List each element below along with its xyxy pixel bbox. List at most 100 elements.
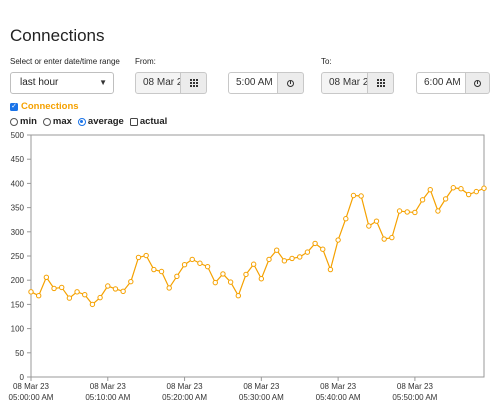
data-point[interactable] <box>465 191 472 198</box>
data-point[interactable] <box>396 208 403 214</box>
data-point[interactable] <box>450 185 456 191</box>
chevron-down-icon: ▼ <box>99 78 107 87</box>
data-point[interactable] <box>281 258 288 264</box>
from-date-input[interactable]: 08 Mar 2 <box>135 72 181 94</box>
data-point[interactable] <box>112 286 119 292</box>
data-point[interactable] <box>158 268 165 275</box>
x-tick-label-date: 08 Mar 23 <box>167 382 204 391</box>
data-point[interactable] <box>189 256 195 263</box>
data-point[interactable] <box>59 284 65 291</box>
data-point[interactable] <box>273 247 280 253</box>
data-point[interactable] <box>35 292 42 299</box>
data-point[interactable] <box>320 246 326 252</box>
data-point[interactable] <box>135 254 142 261</box>
data-point[interactable] <box>481 185 487 191</box>
to-date-input[interactable]: 08 Mar 2 <box>321 72 368 94</box>
data-point[interactable] <box>435 208 441 214</box>
data-point[interactable] <box>427 186 433 193</box>
plot-area <box>30 134 485 378</box>
data-point[interactable] <box>412 209 418 216</box>
to-date-picker-button[interactable] <box>368 72 394 94</box>
range-select-value: last hour <box>20 77 59 88</box>
data-point[interactable] <box>304 249 311 255</box>
data-point[interactable] <box>297 254 303 260</box>
data-point[interactable] <box>166 285 172 291</box>
average-radio[interactable] <box>77 117 86 126</box>
data-point[interactable] <box>327 266 334 273</box>
y-tick-label: 300 <box>11 228 25 237</box>
from-time-input[interactable]: 5:00 AM <box>228 72 278 94</box>
y-tick-label: 50 <box>15 349 24 358</box>
from-date-picker-button[interactable] <box>181 72 207 94</box>
x-tick-label-time: 05:40:00 AM <box>316 393 361 402</box>
option-average[interactable]: average <box>77 116 124 127</box>
data-point[interactable] <box>419 197 426 203</box>
data-point[interactable] <box>74 289 80 295</box>
data-point[interactable] <box>350 192 357 199</box>
to-time-picker-button[interactable] <box>466 72 490 94</box>
y-tick-label: 250 <box>11 252 25 261</box>
data-point[interactable] <box>312 240 318 247</box>
data-point[interactable] <box>151 266 157 273</box>
data-point[interactable] <box>120 288 126 295</box>
option-min[interactable]: min <box>10 116 37 127</box>
data-point[interactable] <box>266 256 272 263</box>
y-tick-label: 400 <box>11 179 25 188</box>
x-tick-label-time: 05:30:00 AM <box>239 393 284 402</box>
data-point[interactable] <box>181 262 188 268</box>
data-point[interactable] <box>97 294 103 301</box>
min-radio[interactable] <box>10 117 18 126</box>
data-point[interactable] <box>227 279 234 285</box>
data-point[interactable] <box>289 255 295 262</box>
data-point[interactable] <box>343 216 349 222</box>
data-point[interactable] <box>43 274 50 280</box>
x-tick-label-time: 05:10:00 AM <box>85 393 130 402</box>
data-point[interactable] <box>442 196 449 202</box>
clock-icon <box>474 79 481 87</box>
data-point[interactable] <box>235 292 242 299</box>
data-point[interactable] <box>105 283 111 289</box>
page-title: Connections <box>10 26 105 45</box>
data-point[interactable] <box>197 260 203 266</box>
x-tick-label-time: 05:20:00 AM <box>162 393 207 402</box>
option-actual[interactable]: actual <box>129 116 168 127</box>
data-point[interactable] <box>66 295 73 301</box>
y-tick-label: 100 <box>11 325 25 334</box>
option-max[interactable]: max <box>42 116 72 127</box>
data-point[interactable] <box>204 263 211 270</box>
from-time-picker-button[interactable] <box>278 72 304 94</box>
data-point[interactable] <box>250 261 257 267</box>
data-point[interactable] <box>389 234 395 241</box>
data-point[interactable] <box>373 218 380 224</box>
data-point[interactable] <box>258 276 265 282</box>
data-point[interactable] <box>473 188 480 195</box>
to-time-input[interactable]: 6:00 AM <box>416 72 466 94</box>
data-point[interactable] <box>335 237 341 243</box>
data-point[interactable] <box>381 236 387 242</box>
x-tick-label-time: 05:00:00 AM <box>9 393 54 402</box>
average-label: average <box>87 116 124 127</box>
y-tick-label: 200 <box>11 276 25 285</box>
data-point[interactable] <box>220 271 226 277</box>
data-point[interactable] <box>358 193 364 199</box>
data-point[interactable] <box>51 285 57 292</box>
series-checkbox[interactable]: ✓ <box>10 102 18 111</box>
data-point[interactable] <box>174 273 180 280</box>
max-label: max <box>52 116 72 127</box>
data-point[interactable] <box>128 278 134 285</box>
aggregation-options: min max average actual <box>10 116 173 127</box>
actual-label: actual <box>139 116 168 127</box>
data-point[interactable] <box>82 292 88 298</box>
range-select[interactable]: last hour ▼ <box>10 72 114 94</box>
max-radio[interactable] <box>42 117 51 126</box>
data-point[interactable] <box>458 186 464 192</box>
data-point[interactable] <box>212 279 218 286</box>
data-point[interactable] <box>28 289 34 295</box>
data-point[interactable] <box>89 301 96 308</box>
actual-checkbox[interactable] <box>129 117 138 126</box>
data-point[interactable] <box>143 252 149 259</box>
from-label: From: <box>135 57 156 66</box>
data-point[interactable] <box>366 223 372 229</box>
data-point[interactable] <box>404 209 410 215</box>
data-point[interactable] <box>243 271 249 278</box>
